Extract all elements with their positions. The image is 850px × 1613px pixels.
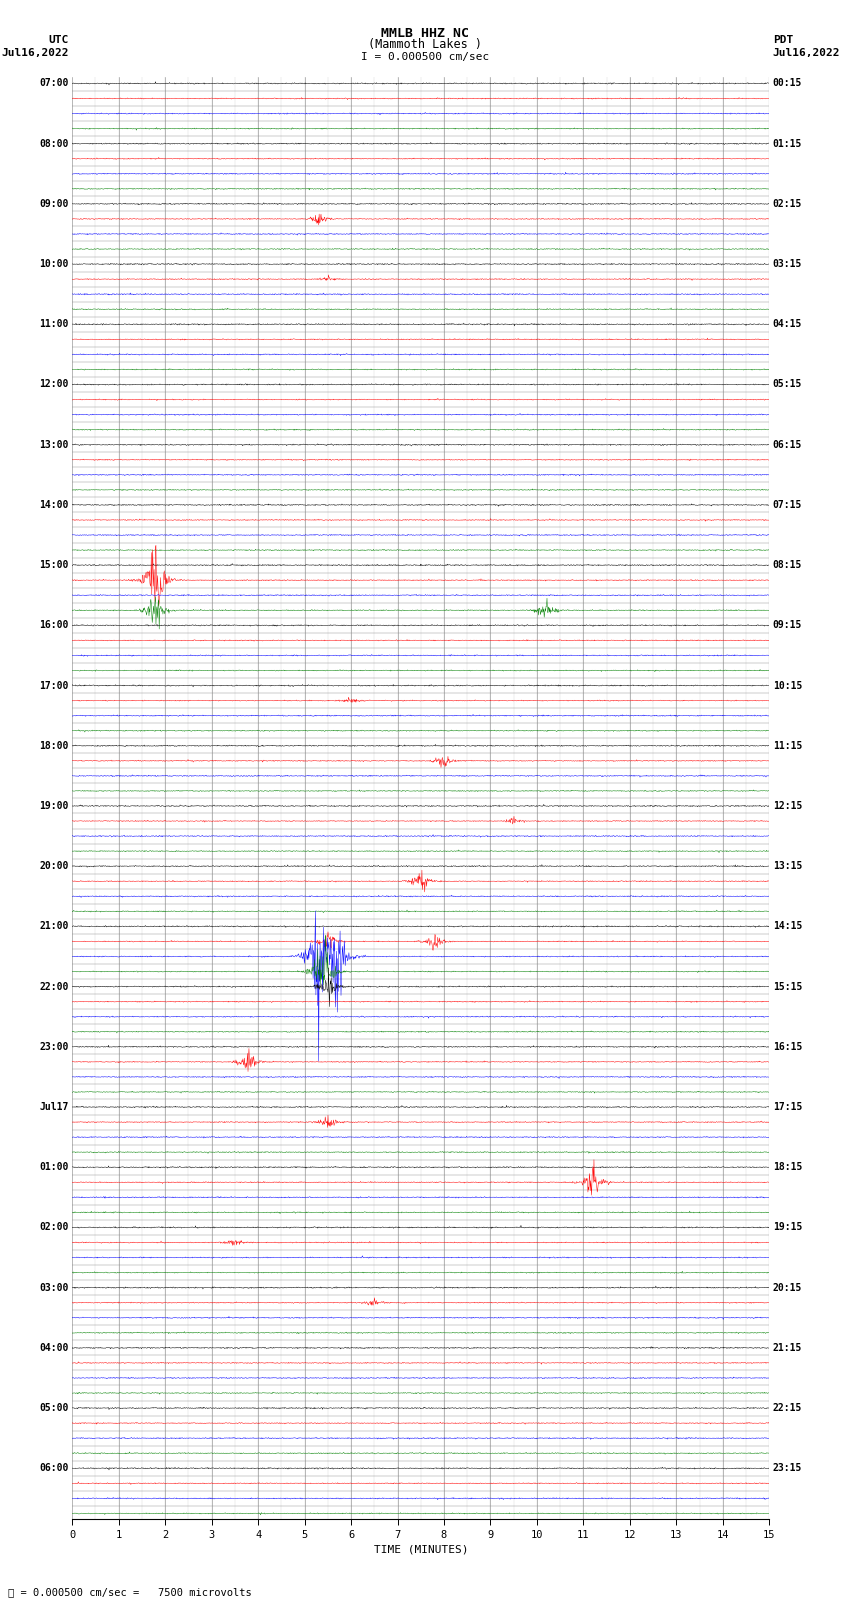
Text: 14:00: 14:00 [39,500,69,510]
Text: Jul17: Jul17 [39,1102,69,1111]
Text: 08:00: 08:00 [39,139,69,148]
Text: 07:00: 07:00 [39,79,69,89]
Text: 00:15: 00:15 [773,79,802,89]
Text: 22:15: 22:15 [773,1403,802,1413]
Text: 02:15: 02:15 [773,198,802,208]
Text: 22:00: 22:00 [39,982,69,992]
Text: 11:00: 11:00 [39,319,69,329]
Text: 19:15: 19:15 [773,1223,802,1232]
Text: 13:00: 13:00 [39,440,69,450]
Text: 05:15: 05:15 [773,379,802,389]
Text: 02:00: 02:00 [39,1223,69,1232]
X-axis label: TIME (MINUTES): TIME (MINUTES) [373,1544,468,1553]
Text: 20:15: 20:15 [773,1282,802,1292]
Text: 16:00: 16:00 [39,621,69,631]
Text: 12:15: 12:15 [773,802,802,811]
Text: 09:00: 09:00 [39,198,69,208]
Text: Jul16,2022: Jul16,2022 [2,48,69,58]
Text: 01:15: 01:15 [773,139,802,148]
Text: 18:15: 18:15 [773,1163,802,1173]
Text: 17:00: 17:00 [39,681,69,690]
Text: 14:15: 14:15 [773,921,802,931]
Text: 03:15: 03:15 [773,260,802,269]
Text: Jul16,2022: Jul16,2022 [773,48,840,58]
Text: 23:00: 23:00 [39,1042,69,1052]
Text: 18:00: 18:00 [39,740,69,750]
Text: 05:00: 05:00 [39,1403,69,1413]
Text: UTC: UTC [48,35,69,45]
Text: 16:15: 16:15 [773,1042,802,1052]
Text: 11:15: 11:15 [773,740,802,750]
Text: 20:00: 20:00 [39,861,69,871]
Text: 17:15: 17:15 [773,1102,802,1111]
Text: 21:00: 21:00 [39,921,69,931]
Text: 07:15: 07:15 [773,500,802,510]
Text: 06:15: 06:15 [773,440,802,450]
Text: 12:00: 12:00 [39,379,69,389]
Text: 10:15: 10:15 [773,681,802,690]
Text: 19:00: 19:00 [39,802,69,811]
Text: 15:00: 15:00 [39,560,69,569]
Text: 04:00: 04:00 [39,1344,69,1353]
Text: 13:15: 13:15 [773,861,802,871]
Text: 23:15: 23:15 [773,1463,802,1473]
Text: 21:15: 21:15 [773,1344,802,1353]
Text: 08:15: 08:15 [773,560,802,569]
Text: 06:00: 06:00 [39,1463,69,1473]
Text: MMLB HHZ NC: MMLB HHZ NC [381,26,469,39]
Text: 04:15: 04:15 [773,319,802,329]
Text: (Mammoth Lakes ): (Mammoth Lakes ) [368,37,482,50]
Text: I = 0.000500 cm/sec: I = 0.000500 cm/sec [361,52,489,63]
Text: 09:15: 09:15 [773,621,802,631]
Text: ℓ = 0.000500 cm/sec =   7500 microvolts: ℓ = 0.000500 cm/sec = 7500 microvolts [8,1587,252,1597]
Text: PDT: PDT [773,35,793,45]
Text: 15:15: 15:15 [773,982,802,992]
Text: 01:00: 01:00 [39,1163,69,1173]
Text: 10:00: 10:00 [39,260,69,269]
Text: 03:00: 03:00 [39,1282,69,1292]
